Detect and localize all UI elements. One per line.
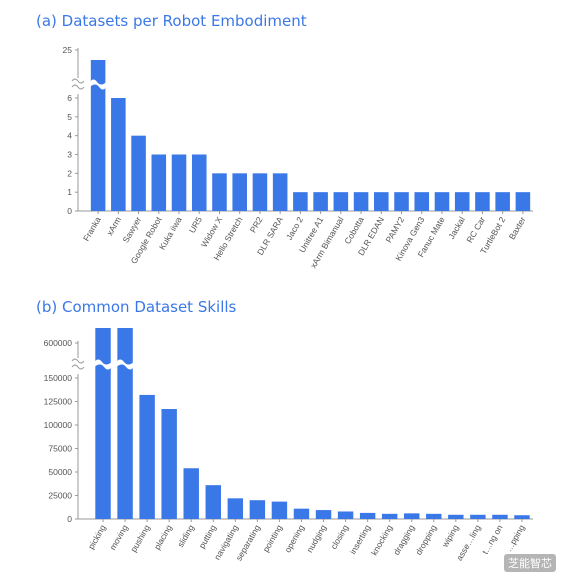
chart-a-y-tick-label: 0 bbox=[67, 206, 72, 216]
chart-a-y-tick-label: 25 bbox=[63, 45, 73, 55]
chart-b-bar bbox=[381, 513, 398, 519]
chart-b-category-label: t…ng on bbox=[480, 523, 505, 556]
chart-b-bar bbox=[404, 513, 420, 519]
chart-b-bar bbox=[271, 501, 288, 519]
chart-b-category-label: opening bbox=[282, 523, 306, 554]
chart-a-bar bbox=[353, 192, 369, 211]
chart-a-y-tick-label: 4 bbox=[67, 131, 72, 141]
chart-b-bar bbox=[249, 500, 266, 519]
chart-b-category-label: closing bbox=[328, 523, 350, 551]
chart-b-bar bbox=[161, 409, 177, 519]
chart-a-bar bbox=[374, 192, 389, 211]
chart-a-bar bbox=[495, 192, 510, 211]
chart-a-bar bbox=[90, 60, 106, 211]
chart-a-title: (a) Datasets per Robot Embodiment bbox=[36, 12, 307, 30]
chart-b-category-label: placing bbox=[152, 523, 174, 552]
chart-a-y-tick-label: 2 bbox=[67, 168, 72, 178]
chart-a-axis-break-mark bbox=[71, 78, 85, 84]
watermark: 芝能智芯 bbox=[504, 554, 556, 572]
chart-a-bar bbox=[212, 173, 227, 211]
chart-b-y-tick-label: 0 bbox=[67, 514, 72, 524]
chart-b-bar bbox=[293, 508, 310, 519]
chart-a-y-tick-label: 3 bbox=[67, 150, 72, 160]
chart-b-bar bbox=[514, 515, 530, 519]
chart-b-y-tick-label: 75000 bbox=[48, 444, 72, 454]
chart-b-bar bbox=[139, 394, 155, 519]
chart-a-bar bbox=[293, 192, 308, 211]
chart-b-y-tick-label: 150000 bbox=[44, 373, 73, 383]
chart-a-bar bbox=[171, 154, 187, 211]
chart-b-category-label: sliding bbox=[175, 523, 196, 549]
chart-b-bar bbox=[492, 514, 508, 519]
chart-a-bar bbox=[454, 192, 470, 211]
chart-a-bar bbox=[131, 135, 146, 211]
chart-b-bar bbox=[470, 514, 486, 519]
chart-a-bar bbox=[232, 173, 247, 211]
chart-a-bar bbox=[151, 154, 167, 211]
chart-a-bar bbox=[515, 192, 531, 211]
chart-a-bar bbox=[272, 173, 288, 211]
chart-b-category-label: dropping bbox=[413, 523, 438, 557]
chart-b-y-tick-label: 125000 bbox=[44, 397, 73, 407]
chart-b-bar bbox=[448, 514, 464, 519]
chart-b-bar bbox=[426, 513, 442, 519]
chart-b-category-label: pointing bbox=[261, 523, 285, 554]
chart-b-y-tick-label: 600000 bbox=[44, 338, 73, 348]
chart-b-bar bbox=[117, 328, 133, 519]
chart-b-category-label: …pping bbox=[503, 523, 526, 554]
chart-b-y-tick-label: 100000 bbox=[44, 420, 73, 430]
chart-b-category-label: wiping bbox=[439, 523, 460, 550]
chart-a-bar bbox=[191, 154, 207, 211]
chart-b-category-label: picking bbox=[86, 523, 108, 551]
chart-a-bar bbox=[414, 192, 430, 211]
chart-b-category-label: nudging bbox=[304, 523, 328, 554]
chart-a-bar bbox=[394, 192, 409, 211]
chart-a-bar bbox=[252, 173, 268, 211]
chart-b-bar-break bbox=[116, 359, 134, 370]
chart-b-bar bbox=[359, 512, 376, 519]
chart-b-bar bbox=[227, 498, 244, 519]
chart-a-bar bbox=[111, 98, 126, 211]
chart-a-axis-break-mark bbox=[71, 84, 85, 90]
chart-b-category-label: pushing bbox=[128, 523, 152, 554]
chart-a-y-tick-label: 6 bbox=[67, 93, 72, 103]
chart-b-bar bbox=[205, 485, 221, 519]
chart-a-bar-break bbox=[89, 79, 107, 90]
chart-b-category-label: putting bbox=[197, 523, 219, 550]
chart-b-bar bbox=[315, 510, 332, 519]
chart-b-category-label: moving bbox=[107, 523, 129, 552]
chart-b-axis-break-mark bbox=[71, 364, 85, 370]
chart-b-title: (b) Common Dataset Skills bbox=[36, 298, 237, 316]
chart-a-y-tick-label: 5 bbox=[67, 112, 72, 122]
chart-a-bar bbox=[475, 192, 490, 211]
chart-a-bar bbox=[333, 192, 349, 211]
chart-b-bar-break bbox=[94, 359, 112, 370]
chart-a-bar bbox=[313, 192, 328, 211]
chart-b-bar bbox=[183, 468, 199, 519]
chart-b-y-tick-label: 50000 bbox=[48, 467, 72, 477]
chart-b-bar bbox=[95, 328, 111, 519]
chart-b-axis-break-mark bbox=[71, 358, 85, 364]
chart-a-bar bbox=[434, 192, 450, 211]
chart-b-y-tick-label: 25000 bbox=[48, 491, 72, 501]
chart-a-y-tick-label: 1 bbox=[67, 187, 72, 197]
chart-b-bar bbox=[337, 511, 354, 519]
